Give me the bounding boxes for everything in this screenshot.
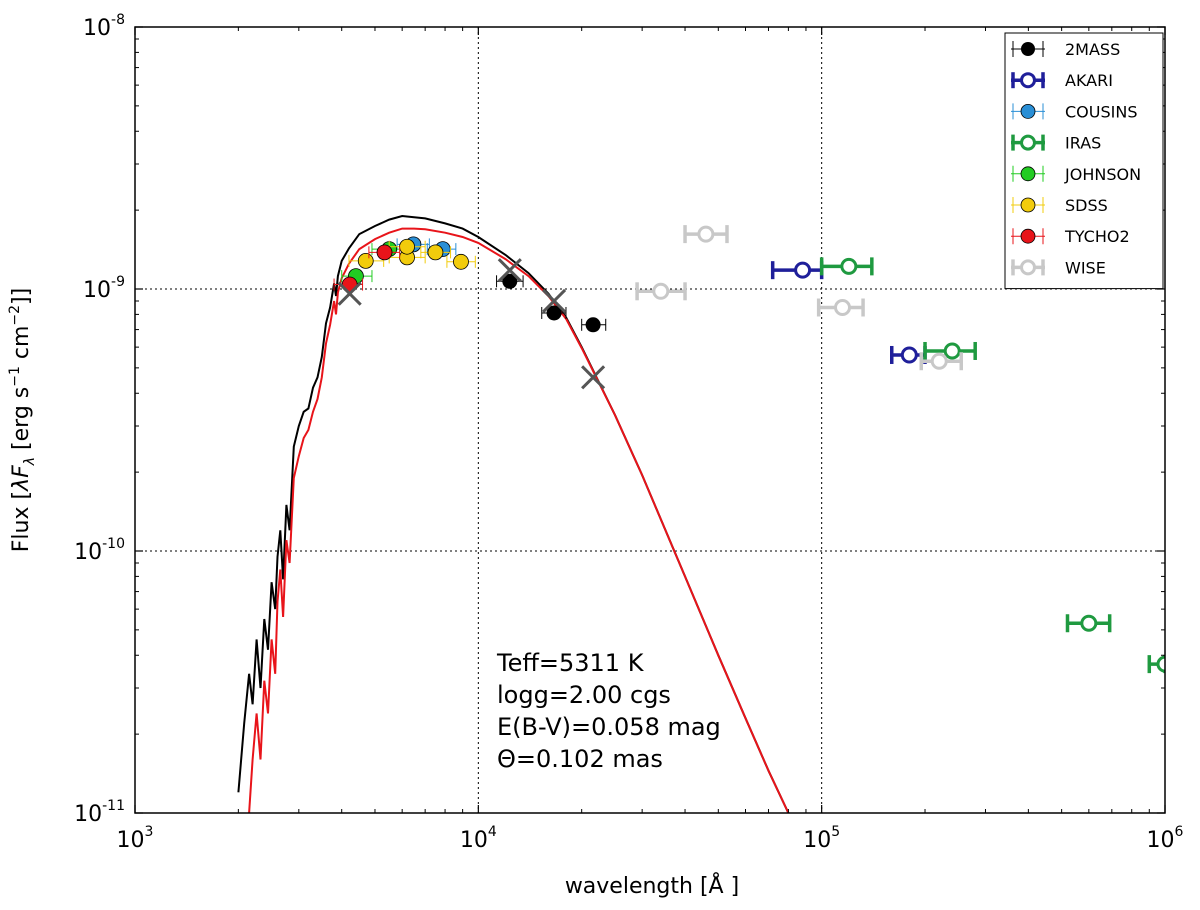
series-wise (635, 225, 963, 371)
point-2mass (585, 317, 601, 333)
model-x-stroke (337, 281, 362, 306)
x-tick-label: 103 (117, 824, 154, 853)
model-x-marker (497, 258, 522, 283)
y-tick-exp: -8 (111, 12, 125, 28)
grid (135, 27, 1165, 813)
legend-marker (1021, 42, 1035, 56)
legend-entry-akari: AKARI (1011, 71, 1113, 90)
y-tick-label: 10-11 (74, 798, 125, 827)
point-wise (697, 225, 715, 243)
point-iras (840, 257, 858, 275)
model-x-marker (337, 281, 362, 306)
point-wise (652, 282, 670, 300)
legend-entry-sdss: SDSS (1011, 196, 1108, 215)
point-2mass (546, 305, 562, 321)
legend-entry-iras: IRAS (1011, 134, 1101, 153)
series-iras (819, 257, 1165, 674)
legend-label: TYCHO2 (1064, 227, 1130, 246)
point-iras (1156, 655, 1165, 673)
point-sdss (453, 253, 469, 270)
legend-marker (1020, 134, 1036, 151)
annotation-teff: Teff=5311 K (496, 649, 645, 677)
y-tick-base: 10 (74, 802, 102, 827)
legend-entry-cousins: COUSINS (1011, 102, 1137, 121)
model-curve-reddened-model (248, 227, 790, 813)
y-tick-exp: -9 (111, 274, 125, 290)
point-tycho2 (376, 244, 393, 261)
legend-marker (1020, 228, 1036, 244)
legend-label: JOHNSON (1064, 165, 1141, 184)
legend-label: WISE (1065, 258, 1106, 277)
legend-label: SDSS (1065, 196, 1108, 215)
legend: 2MASS AKARI COUSINS IRAS JOHNSON SDSS TYCHO2 WI… (1004, 32, 1164, 290)
x-tick-label: 104 (460, 824, 497, 853)
x-tick-exp: 4 (488, 824, 497, 840)
model-x-stroke (581, 365, 606, 390)
y-axis-label-text: Flux [λFλ [erg s−1 cm−2]] (7, 288, 38, 552)
data-points (333, 225, 1165, 674)
legend-entry-tycho2: TYCHO2 (1011, 227, 1130, 246)
model-x-marker (581, 365, 606, 390)
point-wise (834, 298, 852, 316)
model-x-stroke (497, 258, 522, 283)
model-markers (337, 258, 606, 390)
legend-label: COUSINS (1065, 102, 1137, 121)
point-sdss (357, 253, 374, 269)
x-axis-label: wavelength [Å ] (565, 872, 739, 899)
y-tick-label: 10-10 (74, 536, 125, 565)
x-tick-base: 10 (460, 828, 488, 853)
point-akari (900, 346, 918, 364)
y-tick-base: 10 (83, 278, 111, 303)
legend-marker (1020, 166, 1036, 182)
x-tick-label: 105 (803, 824, 840, 853)
x-tick-exp: 6 (1175, 824, 1184, 840)
x-axis-label-text: wavelength [Å ] (565, 872, 739, 899)
x-tick-exp: 3 (145, 824, 154, 840)
point-wise (930, 352, 948, 370)
point-sdss (427, 244, 444, 261)
point-akari (794, 261, 812, 279)
point-iras (943, 342, 961, 360)
legend-entry-johnson: JOHNSON (1011, 165, 1141, 184)
x-tick-base: 10 (1147, 828, 1175, 853)
model-x-stroke (542, 288, 567, 314)
x-tick-exp: 5 (831, 824, 840, 840)
series-2mass (496, 273, 607, 333)
point-iras (1080, 614, 1098, 632)
annotation-logg: logg=2.00 cgs (497, 681, 671, 709)
annotation-box: Teff=5311 K logg=2.00 cgs E(B-V)=0.058 m… (496, 649, 721, 773)
x-tick-base: 10 (117, 828, 145, 853)
annotation-ebv: E(B-V)=0.058 mag (497, 713, 721, 741)
legend-marker (1020, 197, 1036, 213)
y-axis-label: Flux [λFλ [erg s−1 cm−2]] (7, 288, 38, 552)
legend-label: AKARI (1065, 71, 1113, 90)
x-tick-base: 10 (803, 828, 831, 853)
x-tick-label: 106 (1147, 824, 1184, 853)
legend-label: IRAS (1065, 134, 1101, 153)
plot-frame (134, 26, 1166, 814)
y-tick-exp: -10 (102, 536, 125, 552)
y-tick-base: 10 (74, 540, 102, 565)
legend-entry-wise: WISE (1011, 258, 1106, 277)
point-sdss (399, 238, 415, 255)
legend-entry-2mass: 2MASS (1011, 40, 1120, 59)
legend-marker (1020, 72, 1036, 89)
y-tick-exp: -11 (102, 798, 125, 814)
model-x-marker (542, 288, 567, 314)
series-sdss (348, 238, 476, 270)
legend-marker (1020, 259, 1036, 276)
y-tick-label: 10-8 (83, 12, 125, 41)
legend-label: 2MASS (1065, 40, 1120, 59)
y-tick-label: 10-9 (83, 274, 125, 303)
point-2mass (502, 273, 518, 289)
annotation-theta: Θ=0.102 mas (497, 745, 663, 773)
y-tick-base: 10 (83, 16, 111, 41)
legend-marker (1020, 104, 1036, 119)
